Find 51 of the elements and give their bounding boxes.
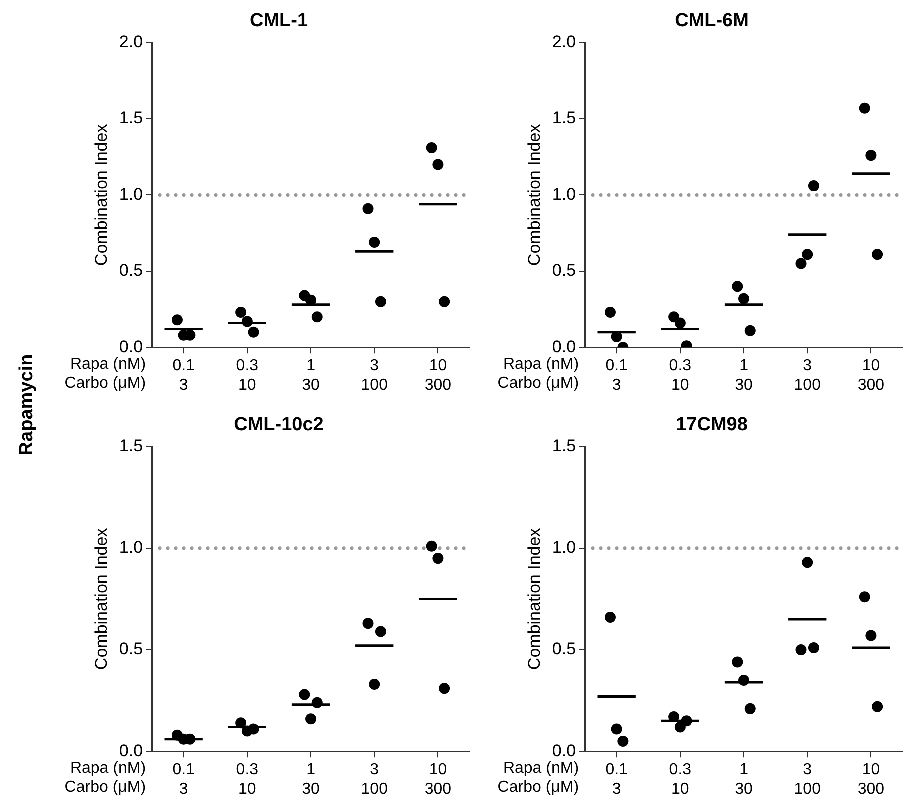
- chart-title: CML-10c2: [234, 414, 324, 436]
- x-tick-label: 3 100: [361, 762, 388, 798]
- x-tick-label: 0.3 10: [236, 358, 259, 394]
- y-tick-label: 0.5: [552, 261, 576, 280]
- x-tick-label: 3 100: [794, 358, 822, 394]
- y-tick-label: 1.0: [119, 184, 144, 204]
- y-axis-title: Combination Index: [524, 124, 544, 266]
- y-tick-label: 1.0: [552, 184, 576, 204]
- y-tick-label: 1.5: [119, 436, 144, 456]
- x-tick-label: 3 100: [794, 762, 822, 798]
- chart-title: 17CM98: [676, 414, 748, 436]
- y-tick-label: 0.0: [119, 741, 144, 760]
- y-tick-label: 0.5: [119, 261, 144, 280]
- x-axis-title: Rapa (nM) Carbo (μM): [64, 356, 146, 392]
- y-tick-label: 0.5: [552, 640, 576, 659]
- y-tick-label: 0.5: [119, 640, 144, 659]
- y-tick-label: 1.5: [552, 108, 576, 128]
- y-tick-label: 2.0: [552, 32, 576, 52]
- x-axis-title: Rapa (nM) Carbo (μM): [64, 760, 146, 796]
- y-tick-label: 0.0: [552, 741, 576, 760]
- x-tick-label: 1 30: [735, 762, 754, 798]
- chart-title: CML-6M: [675, 10, 749, 32]
- x-tick-label: 0.1 3: [606, 358, 628, 394]
- y-axis-title: Combination Index: [92, 528, 111, 670]
- x-tick-label: 3 100: [361, 358, 388, 394]
- y-axis-title: Combination Index: [92, 124, 111, 266]
- y-tick-label: 1.0: [119, 538, 144, 558]
- y-axis-title: Combination Index: [524, 528, 544, 670]
- x-tick-label: 10 300: [858, 358, 885, 394]
- x-axis-title: Rapa (nM) Carbo (μM): [498, 760, 580, 796]
- y-tick-label: 1.0: [552, 538, 576, 558]
- x-tick-label: 0.3 10: [669, 358, 692, 394]
- text: Rapamycin: [17, 354, 39, 456]
- x-tick-label: 1 30: [302, 358, 320, 394]
- chart-title: CML-1: [250, 10, 308, 32]
- y-tick-label: 0.0: [552, 337, 576, 356]
- x-tick-label: 10 300: [858, 762, 885, 798]
- y-tick-label: 0.0: [119, 337, 144, 356]
- x-tick-label: 10 300: [424, 358, 452, 394]
- x-tick-label: 0.1 3: [606, 762, 628, 798]
- x-tick-label: 0.1 3: [172, 358, 196, 394]
- y-tick-label: 2.0: [119, 32, 144, 52]
- x-tick-label: 1 30: [735, 358, 754, 394]
- y-tick-label: 1.5: [552, 436, 576, 456]
- x-axis-title: Rapa (nM) Carbo (μM): [498, 356, 580, 392]
- x-tick-label: 0.1 3: [172, 762, 196, 798]
- x-tick-label: 0.3 10: [669, 762, 692, 798]
- x-tick-label: 0.3 10: [236, 762, 259, 798]
- x-tick-label: 10 300: [424, 762, 452, 798]
- x-tick-label: 1 30: [302, 762, 320, 798]
- y-tick-label: 1.5: [119, 108, 144, 128]
